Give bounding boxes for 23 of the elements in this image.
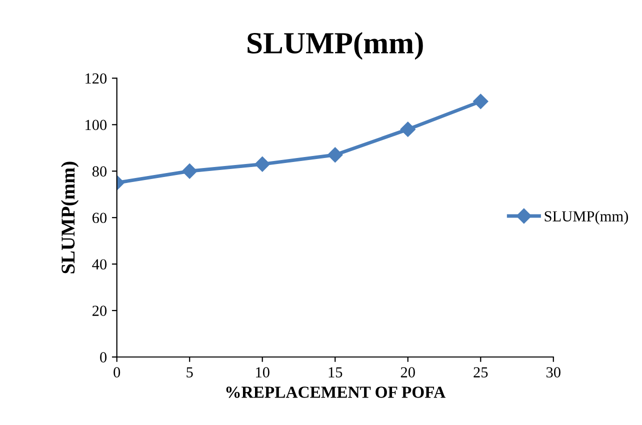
x-tick-label: 10	[256, 367, 270, 378]
x-tick-label: 5	[186, 367, 193, 378]
x-axis-title: %REPLACEMENT OF POFA	[226, 386, 446, 398]
point	[400, 122, 416, 137]
y-tick-label: 0	[100, 352, 107, 362]
x-tick-label: 30	[546, 367, 560, 378]
point	[182, 164, 198, 179]
y-axis-title: SLUMP(mm)	[61, 162, 79, 274]
y-tick-label: 40	[92, 259, 107, 270]
x-tick-label: 20	[400, 367, 415, 378]
y-tick-label: 80	[92, 166, 107, 177]
legend-label: SLUMP(mm)	[544, 210, 628, 225]
point	[254, 156, 270, 172]
y-tick-label: 60	[92, 212, 107, 224]
x-tick-label: 15	[328, 367, 342, 378]
chart-title: SLUMP(mm)	[248, 32, 423, 60]
x-tick-label: 25	[474, 367, 488, 378]
y-tick-label: 20	[92, 306, 107, 316]
y-tick-label: 120	[86, 73, 107, 84]
x-tick-label: 0	[114, 367, 120, 378]
point	[473, 94, 488, 110]
y-tick-label: 100	[86, 120, 107, 130]
point	[328, 147, 343, 162]
